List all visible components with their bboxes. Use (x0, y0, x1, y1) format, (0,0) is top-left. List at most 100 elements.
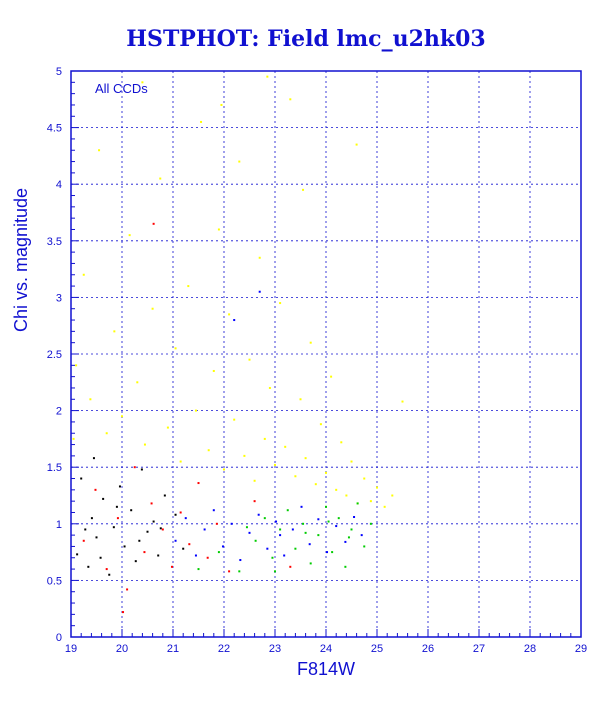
data-point (75, 364, 78, 367)
y-tick-label: 4 (56, 179, 62, 191)
data-point (228, 570, 231, 573)
data-point (72, 437, 75, 440)
data-point (283, 554, 286, 557)
data-point (123, 545, 126, 548)
x-tick-label: 29 (575, 643, 587, 655)
data-point (136, 381, 139, 384)
data-point (151, 307, 154, 310)
data-point (286, 509, 289, 512)
data-point (243, 454, 246, 457)
data-point (143, 551, 146, 554)
data-point (360, 534, 363, 537)
data-point (317, 534, 320, 537)
data-point (294, 475, 297, 478)
data-point (347, 536, 350, 539)
data-point (274, 463, 276, 466)
chart-title: HSTPHOT: Field lmc_u2hk03 (126, 26, 486, 52)
x-tick-label: 27 (473, 643, 485, 655)
data-point (134, 560, 137, 563)
data-point (253, 500, 256, 503)
y-tick-label: 0 (56, 632, 62, 644)
data-point (194, 554, 197, 557)
data-point (82, 539, 85, 542)
data-point (325, 471, 327, 474)
data-point (179, 460, 182, 463)
data-point (291, 528, 294, 531)
data-point (152, 520, 155, 523)
data-point (274, 570, 276, 573)
x-tick-label: 26 (422, 643, 434, 655)
data-point (233, 319, 236, 322)
data-point (369, 522, 372, 525)
data-point (266, 547, 269, 550)
data-point (113, 330, 116, 333)
data-point (345, 494, 348, 497)
data-point (369, 500, 372, 503)
data-point (212, 509, 215, 512)
y-tick-label: 5 (56, 66, 62, 78)
data-point (90, 517, 93, 520)
data-point (350, 528, 353, 531)
data-point (121, 415, 123, 418)
data-point (200, 120, 203, 123)
data-point (279, 302, 282, 305)
data-point (126, 588, 129, 591)
x-tick-label: 24 (320, 643, 332, 655)
data-point (152, 222, 155, 225)
data-point (122, 611, 125, 614)
data-point (212, 369, 215, 372)
y-tick-label: 1.5 (47, 462, 62, 474)
data-point (300, 505, 303, 508)
data-point (284, 445, 287, 448)
x-tick-label: 19 (65, 643, 77, 655)
data-point (356, 502, 359, 505)
data-point (133, 466, 136, 469)
data-point (353, 516, 356, 519)
data-point (239, 559, 242, 562)
data-point (263, 517, 266, 520)
data-point (238, 160, 241, 163)
data-point (253, 479, 256, 482)
data-point (376, 486, 378, 489)
data-point (355, 143, 358, 146)
data-point (279, 534, 282, 537)
data-point (304, 457, 307, 460)
data-point (279, 528, 282, 531)
data-point (294, 547, 297, 550)
data-point (271, 556, 274, 559)
data-point (115, 505, 118, 508)
data-point (174, 347, 177, 350)
data-point (233, 418, 236, 421)
data-point (206, 556, 209, 559)
data-point (174, 539, 177, 542)
data-point (197, 482, 200, 485)
data-point (174, 513, 177, 516)
data-point (116, 517, 119, 520)
data-point (344, 565, 347, 568)
data-point (309, 562, 312, 565)
y-tick-label: 3 (56, 292, 62, 304)
data-point (330, 375, 333, 378)
data-point (179, 511, 182, 514)
data-point (363, 477, 366, 480)
data-point (248, 531, 251, 534)
data-point (197, 568, 200, 571)
y-tick-label: 2.5 (47, 349, 62, 361)
data-point (383, 505, 386, 508)
data-point (105, 432, 108, 435)
y-tick-label: 4.5 (47, 123, 62, 135)
data-point (143, 443, 146, 446)
data-point (146, 530, 149, 533)
y-tick-label: 1 (56, 519, 62, 531)
data-point (275, 520, 278, 523)
axis-ticks: 19 20 21 22 23 24 25 26 27 28 29 0 0.5 1 1.5 2 2.5 3 3.5 4 4… (47, 66, 587, 655)
data-point (184, 517, 187, 520)
data-point (89, 398, 92, 401)
data-point (238, 570, 241, 573)
data-point (105, 568, 108, 571)
data-point (76, 553, 79, 556)
data-point (344, 540, 347, 543)
data-point (203, 528, 206, 531)
data-point (223, 468, 225, 471)
